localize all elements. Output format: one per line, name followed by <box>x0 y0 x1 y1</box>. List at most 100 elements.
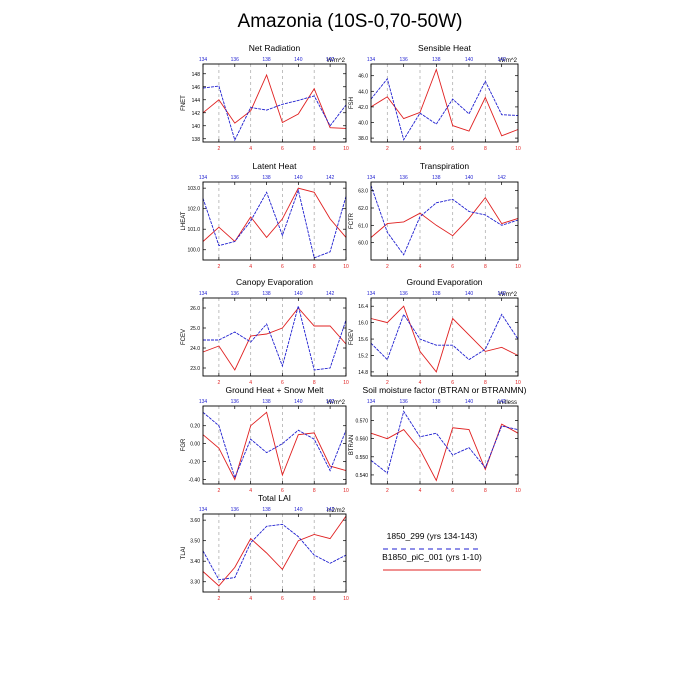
panel-4: Transpiration FCTR 60.0 61.0 62.0 63.0 2 4 6 8 10 1… <box>349 161 521 270</box>
plot-frame <box>202 297 347 377</box>
x-tick-label-top: 142 <box>326 507 335 513</box>
x-tick-label-bottom: 6 <box>281 488 284 494</box>
x-tick-label-top: 142 <box>497 399 506 405</box>
x-tick-label-bottom: 8 <box>484 380 487 386</box>
legend: 1850_299 (yrs 134-143) B1850_piC_001 (yr… <box>382 531 482 571</box>
x-tick-label-top: 134 <box>367 399 376 405</box>
x-tick-label-top: 140 <box>294 399 303 405</box>
y-tick-label: 60.0 <box>358 241 368 247</box>
x-tick-label-bottom: 6 <box>281 146 284 152</box>
x-tick-label-top: 134 <box>367 57 376 63</box>
x-tick-label-bottom: 2 <box>217 146 220 152</box>
y-axis-label: FGEV <box>349 329 355 345</box>
x-tick-label-top: 134 <box>199 399 208 405</box>
x-tick-label-bottom: 4 <box>419 264 422 270</box>
y-tick-label: 25.0 <box>190 326 200 332</box>
x-tick-label-bottom: 2 <box>217 488 220 494</box>
units-label: W/m^2 <box>499 58 518 64</box>
x-tick-label-bottom: 2 <box>386 264 389 270</box>
y-tick-label: 63.0 <box>358 189 368 195</box>
panel-5: Canopy Evaporation FCEV 23.0 24.0 25.0 26.0 2 4… <box>181 277 349 386</box>
plot-frame <box>202 181 347 261</box>
x-tick-label-top: 142 <box>497 175 506 181</box>
x-tick-label-bottom: 4 <box>419 488 422 494</box>
x-tick-label-top: 142 <box>497 291 506 297</box>
series-line-control <box>202 73 347 129</box>
series-line-experiment <box>202 85 347 142</box>
y-tick-label: 61.0 <box>358 223 368 229</box>
plot-frame <box>370 63 519 143</box>
y-axis-label: FSH <box>349 97 355 109</box>
plot-frame <box>202 63 347 143</box>
x-tick-label-bottom: 8 <box>313 146 316 152</box>
y-tick-label: 0.570 <box>355 419 368 425</box>
y-axis-label: TLAI <box>181 546 187 559</box>
x-tick-label-top: 140 <box>465 291 474 297</box>
y-tick-label: 24.0 <box>190 346 200 352</box>
units-label: W/m^2 <box>499 292 518 298</box>
y-axis-label: FCEV <box>181 329 187 345</box>
x-tick-label-top: 142 <box>497 57 506 63</box>
x-tick-label-bottom: 6 <box>281 264 284 270</box>
x-tick-label-top: 140 <box>294 175 303 181</box>
x-tick-label-bottom: 10 <box>343 380 349 386</box>
x-tick-label-top: 134 <box>199 57 208 63</box>
y-tick-label: 16.0 <box>358 321 368 327</box>
panel-title: Net Radiation <box>249 43 301 53</box>
x-tick-label-top: 140 <box>294 291 303 297</box>
x-tick-label-top: 134 <box>367 291 376 297</box>
panel-title: Transpiration <box>420 161 470 171</box>
y-tick-label: 0.550 <box>355 455 368 461</box>
x-tick-label-top: 136 <box>399 399 408 405</box>
panel-title: Sensible Heat <box>418 43 472 53</box>
series-line-control <box>202 515 347 587</box>
y-tick-label: 38.0 <box>358 136 368 142</box>
x-tick-label-bottom: 4 <box>419 380 422 386</box>
x-tick-label-bottom: 6 <box>281 596 284 602</box>
x-tick-label-bottom: 4 <box>249 146 252 152</box>
series-line-control <box>202 187 347 243</box>
series-line-experiment <box>370 185 519 256</box>
x-tick-label-top: 136 <box>399 291 408 297</box>
x-tick-label-bottom: 6 <box>451 488 454 494</box>
x-tick-label-top: 138 <box>432 175 441 181</box>
y-tick-label: 44.0 <box>358 89 368 95</box>
x-tick-label-top: 136 <box>399 57 408 63</box>
series-line-experiment <box>202 523 347 581</box>
x-tick-label-bottom: 10 <box>343 146 349 152</box>
y-tick-label: 23.0 <box>190 366 200 372</box>
x-tick-label-top: 142 <box>326 175 335 181</box>
x-tick-label-top: 138 <box>262 57 271 63</box>
y-tick-label: 46.0 <box>358 74 368 80</box>
panel-title: Total LAI <box>258 493 291 503</box>
y-tick-label: 3.60 <box>190 518 200 524</box>
x-tick-label-bottom: 2 <box>386 146 389 152</box>
y-tick-label: 3.30 <box>190 580 200 586</box>
figure-title: Amazonia (10S-0,70-50W) <box>238 11 463 32</box>
x-tick-label-top: 142 <box>326 291 335 297</box>
y-tick-label: 138 <box>192 137 201 143</box>
x-tick-label-bottom: 10 <box>515 264 521 270</box>
x-tick-label-top: 136 <box>231 399 240 405</box>
panel-title: Soil moisture factor (BTRAN or BTRANMN) <box>363 385 527 395</box>
x-tick-label-top: 138 <box>432 291 441 297</box>
x-tick-label-bottom: 4 <box>249 380 252 386</box>
x-tick-label-bottom: 8 <box>484 146 487 152</box>
plot-frame <box>370 405 519 485</box>
x-tick-label-top: 138 <box>262 291 271 297</box>
x-tick-label-bottom: 6 <box>281 380 284 386</box>
y-tick-label: 42.0 <box>358 105 368 111</box>
y-tick-label: 14.8 <box>358 370 368 376</box>
x-tick-label-top: 136 <box>231 507 240 513</box>
x-tick-label-bottom: 2 <box>386 380 389 386</box>
panel-8: Soil moisture factor (BTRAN or BTRANMN) u… <box>349 385 527 494</box>
y-tick-label: 0.540 <box>355 473 368 479</box>
x-tick-label-top: 138 <box>432 57 441 63</box>
x-tick-label-top: 138 <box>262 399 271 405</box>
series-line-experiment <box>202 411 347 480</box>
x-tick-label-bottom: 4 <box>249 264 252 270</box>
series-line-experiment <box>202 188 347 259</box>
series-line-control <box>370 196 519 238</box>
y-tick-label: 140 <box>192 124 201 130</box>
